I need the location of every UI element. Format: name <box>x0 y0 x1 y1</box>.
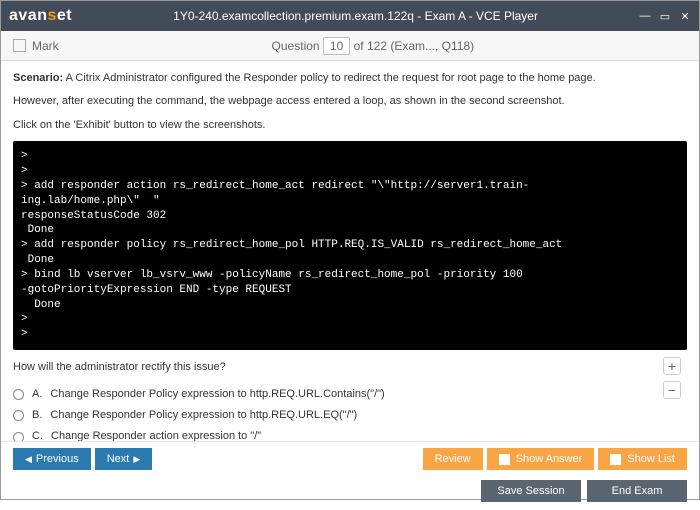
save-session-button[interactable]: Save Session <box>481 480 581 502</box>
show-list-checkbox[interactable] <box>610 454 621 465</box>
logo-pre: avan <box>9 7 47 24</box>
question-label: Question <box>272 39 320 53</box>
option-b[interactable]: B. Change Responder Policy expression to… <box>13 405 687 426</box>
radio-c[interactable] <box>13 432 24 442</box>
question-text: How will the administrator rectify this … <box>13 360 687 375</box>
option-c-letter: C. <box>32 429 43 441</box>
radio-a[interactable] <box>13 389 24 400</box>
question-number[interactable]: 10 <box>323 37 350 55</box>
zoom-controls: + − <box>663 357 681 399</box>
window-controls: — ▭ ✕ <box>639 10 691 22</box>
content-area: Scenario: A Citrix Administrator configu… <box>1 61 699 441</box>
window-title: 1Y0-240.examcollection.premium.exam.122q… <box>72 9 639 23</box>
radio-b[interactable] <box>13 410 24 421</box>
next-button[interactable]: Next <box>95 448 153 470</box>
mark-area[interactable]: Mark <box>13 39 59 53</box>
paragraph-2: However, after executing the command, th… <box>13 94 687 109</box>
option-a-text: Change Responder Policy expression to ht… <box>50 387 384 402</box>
scenario-text: A Citrix Administrator configured the Re… <box>63 72 596 84</box>
nav-bar: Previous Next Review Show Answer Show Li… <box>1 441 699 476</box>
show-list-button[interactable]: Show List <box>598 448 687 470</box>
session-bar: Save Session End Exam <box>1 476 699 510</box>
show-list-label: Show List <box>627 453 675 465</box>
logo-mid: s <box>47 7 56 24</box>
mark-checkbox[interactable] <box>13 39 26 52</box>
question-indicator: Question 10 of 122 (Exam..., Q118) <box>59 37 687 55</box>
review-label: Review <box>435 453 471 465</box>
paragraph-3: Click on the 'Exhibit' button to view th… <box>13 118 687 133</box>
option-a-letter: A. <box>32 387 42 402</box>
option-b-letter: B. <box>32 408 42 423</box>
scenario-line: Scenario: A Citrix Administrator configu… <box>13 71 687 86</box>
option-b-text: Change Responder Policy expression to ht… <box>50 408 357 423</box>
review-button[interactable]: Review <box>423 448 483 470</box>
scenario-label: Scenario: <box>13 72 63 84</box>
zoom-in-button[interactable]: + <box>663 357 681 375</box>
maximize-button[interactable]: ▭ <box>659 10 671 22</box>
end-exam-button[interactable]: End Exam <box>587 480 687 502</box>
show-answer-button[interactable]: Show Answer <box>487 448 595 470</box>
options-list: A. Change Responder Policy expression to… <box>13 384 687 441</box>
question-total: of 122 (Exam..., Q118) <box>354 39 475 53</box>
terminal-exhibit: > > > add responder action rs_redirect_h… <box>13 141 687 350</box>
zoom-out-button[interactable]: − <box>663 381 681 399</box>
mark-label: Mark <box>32 39 59 53</box>
show-answer-checkbox[interactable] <box>499 454 510 465</box>
app-logo: avanset <box>9 7 72 25</box>
logo-post: et <box>57 7 72 24</box>
close-button[interactable]: ✕ <box>679 10 691 22</box>
question-bar: Mark Question 10 of 122 (Exam..., Q118) <box>1 31 699 61</box>
previous-button[interactable]: Previous <box>13 448 91 470</box>
minimize-button[interactable]: — <box>639 10 651 22</box>
option-c-text: Change Responder action expression to "/… <box>51 429 261 441</box>
show-answer-label: Show Answer <box>516 453 583 465</box>
titlebar: avanset 1Y0-240.examcollection.premium.e… <box>1 1 699 31</box>
option-a[interactable]: A. Change Responder Policy expression to… <box>13 384 687 405</box>
option-c[interactable]: C. Change Responder action expression to… <box>13 426 687 441</box>
